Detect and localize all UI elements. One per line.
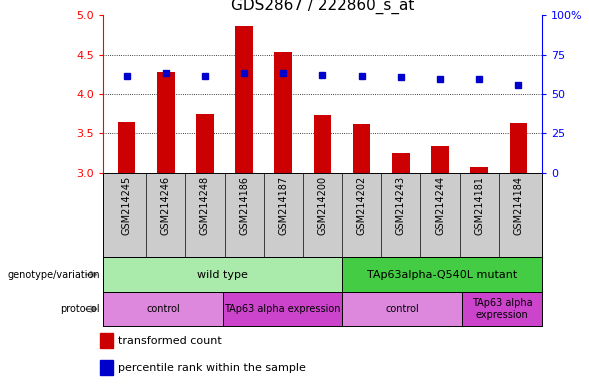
Text: transformed count: transformed count: [118, 336, 221, 346]
Title: GDS2867 / 222860_s_at: GDS2867 / 222860_s_at: [231, 0, 414, 14]
Text: protocol: protocol: [61, 304, 100, 314]
Text: GSM214181: GSM214181: [474, 176, 484, 235]
Text: wild type: wild type: [197, 270, 248, 280]
Text: GSM214248: GSM214248: [200, 176, 210, 235]
Bar: [342, 292, 462, 326]
Bar: [509, 123, 527, 173]
Text: GSM214186: GSM214186: [239, 176, 249, 235]
Text: GSM214246: GSM214246: [161, 176, 171, 235]
Text: GSM214202: GSM214202: [357, 176, 367, 235]
Bar: [103, 292, 223, 326]
Bar: [100, 360, 113, 375]
Text: genotype/variation: genotype/variation: [8, 270, 100, 280]
Bar: [314, 115, 331, 173]
Text: TAp63 alpha expression: TAp63 alpha expression: [224, 304, 341, 314]
Bar: [235, 26, 253, 173]
Text: GSM214243: GSM214243: [396, 176, 406, 235]
Bar: [103, 257, 342, 292]
Bar: [100, 333, 113, 348]
Bar: [462, 292, 542, 326]
Bar: [471, 167, 488, 173]
Bar: [223, 292, 342, 326]
Text: GSM214200: GSM214200: [317, 176, 327, 235]
Text: GSM214184: GSM214184: [514, 176, 524, 235]
Bar: [118, 122, 135, 173]
Bar: [196, 114, 214, 173]
Text: GSM214187: GSM214187: [278, 176, 288, 235]
Text: TAp63 alpha
expression: TAp63 alpha expression: [472, 298, 532, 320]
Text: control: control: [146, 304, 180, 314]
Text: control: control: [385, 304, 419, 314]
Bar: [392, 153, 410, 173]
Text: GSM214244: GSM214244: [435, 176, 445, 235]
Text: percentile rank within the sample: percentile rank within the sample: [118, 363, 306, 373]
Text: GSM214245: GSM214245: [121, 176, 131, 235]
Bar: [157, 72, 174, 173]
Text: TAp63alpha-Q540L mutant: TAp63alpha-Q540L mutant: [367, 270, 517, 280]
Bar: [431, 146, 449, 173]
Bar: [353, 124, 370, 173]
Bar: [342, 257, 542, 292]
Bar: [274, 51, 292, 173]
